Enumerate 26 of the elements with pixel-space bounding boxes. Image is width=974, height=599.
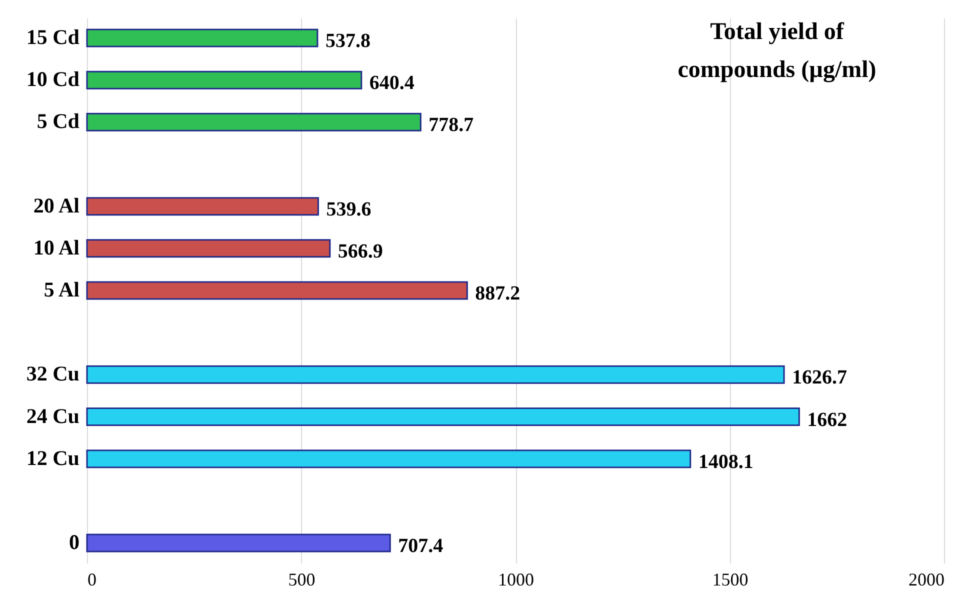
y-tick-label: 12 Cu bbox=[26, 446, 80, 470]
data-label: 778.7 bbox=[428, 114, 474, 136]
y-tick-label: 5 Cd bbox=[36, 109, 80, 134]
x-tick-label: 1500 bbox=[712, 570, 748, 590]
y-tick-label: 5 Al bbox=[44, 278, 80, 302]
data-label: 539.6 bbox=[326, 198, 372, 220]
data-label: 1408.1 bbox=[698, 450, 754, 473]
x-tick-label: 2000 bbox=[908, 570, 944, 590]
text: Total yield of compounds (µg/ml) bbox=[678, 19, 876, 83]
y-tick-label: 32 Cu bbox=[26, 362, 80, 386]
y-tick-label: 20 Al bbox=[33, 193, 80, 218]
data-label: 640.4 bbox=[369, 72, 414, 94]
data-label: 887.2 bbox=[475, 282, 520, 304]
x-tick-label: 1000 bbox=[498, 570, 534, 590]
data-label: 537.8 bbox=[325, 30, 370, 52]
x-tick-label: 0 bbox=[88, 570, 96, 590]
data-label: 566.9 bbox=[338, 240, 383, 262]
data-label: 1626.7 bbox=[792, 366, 848, 389]
x-tick-label: 500 bbox=[288, 570, 316, 590]
y-tick-label: 10 Al bbox=[33, 235, 80, 260]
data-label: 707.4 bbox=[398, 535, 444, 558]
y-tick-label: 0 bbox=[69, 530, 80, 554]
data-label: 1662 bbox=[807, 408, 848, 431]
y-tick-label: 15 Cd bbox=[26, 24, 80, 49]
y-tick-label: 10 Cd bbox=[26, 67, 80, 92]
y-tick-label: 24 Cu bbox=[26, 404, 80, 428]
